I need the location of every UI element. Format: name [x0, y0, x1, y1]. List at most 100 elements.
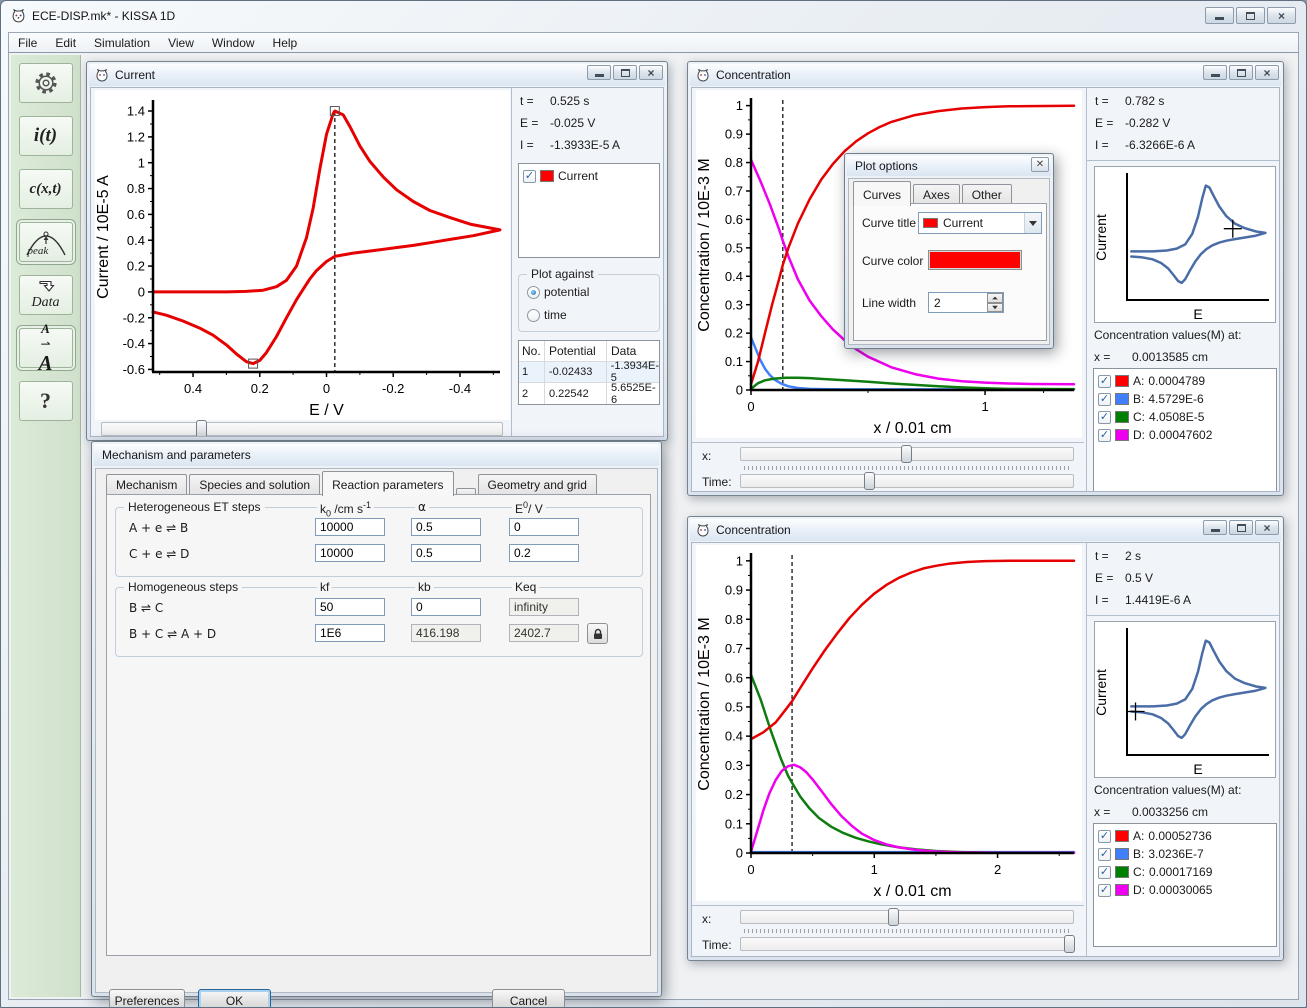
close-button[interactable]: × [1255, 65, 1279, 80]
tab-species-and-solution[interactable]: Species and solution [189, 474, 321, 496]
x-position-slider[interactable] [740, 445, 1074, 463]
table-row[interactable]: 1 -0.02433 -1.3934E-5 [519, 360, 659, 384]
alpha-input-1[interactable] [411, 518, 481, 536]
cv-plot[interactable]: 0.4 0.2 0 -0.2 -0.4 -0.6 -0.4 -0.2 0 0.2 0.4 0.6 0.8… [95, 90, 510, 420]
minimize-button[interactable] [1203, 520, 1227, 535]
menu-simulation[interactable]: Simulation [94, 35, 151, 50]
menu-window[interactable]: Window [211, 35, 255, 50]
species-values-listbox[interactable]: A: 0.0004789 B: 4.5729E-6 C: 4.0508E-5 [1093, 368, 1277, 491]
e0-input-2[interactable] [509, 544, 579, 562]
close-button[interactable]: ✕ [1031, 157, 1049, 172]
species-c-checkbox[interactable] [1098, 410, 1111, 424]
line-width-spinner[interactable]: 2 [928, 292, 1004, 313]
species-item-d[interactable]: D: 0.00047602 [1098, 426, 1272, 444]
tab-axes[interactable]: Axes [913, 184, 960, 206]
help-button[interactable]: ? [18, 381, 73, 421]
main-titlebar[interactable]: ECE-DISP.mk* - KISSA 1D × [1, 1, 1306, 31]
kf-input-2[interactable] [315, 624, 385, 642]
tab-mechanism[interactable]: Mechanism [106, 474, 188, 496]
mechanism-dialog-titlebar[interactable]: Mechanism and parameters [94, 444, 659, 466]
menu-help[interactable]: Help [272, 35, 298, 50]
menu-file[interactable]: File [18, 35, 38, 50]
time-radio[interactable] [527, 308, 540, 322]
tab-potentials[interactable] [455, 488, 476, 496]
slider-thumb[interactable] [1063, 935, 1075, 953]
minimize-button[interactable] [1203, 65, 1227, 80]
species-item-c[interactable]: C: 4.0508E-5 [1098, 408, 1272, 426]
peak-tool-button[interactable]: peak [18, 222, 73, 262]
concentration-profile-button[interactable]: c(x,t) [18, 169, 73, 209]
curve-color-button[interactable] [928, 250, 1022, 270]
species-c-checkbox[interactable] [1098, 865, 1111, 879]
alpha-input-2[interactable] [411, 544, 481, 562]
slider-thumb[interactable] [196, 420, 207, 436]
convert-a-to-a-button[interactable]: A ⇀ A [18, 321, 73, 375]
species-item-d[interactable]: D: 0.00030065 [1098, 881, 1272, 899]
kb-input-1[interactable] [411, 598, 481, 616]
concentration-bottom-titlebar[interactable]: Concentration × [690, 519, 1281, 541]
restore-button[interactable] [1229, 520, 1253, 535]
maximize-button[interactable] [1236, 7, 1265, 24]
tab-other[interactable]: Other [961, 184, 1012, 206]
dropdown-arrow-button[interactable] [1024, 213, 1041, 233]
species-item-b[interactable]: B: 4.5729E-6 [1098, 390, 1272, 408]
preferences-button[interactable]: Preferences [109, 989, 185, 1007]
close-button[interactable]: × [1267, 7, 1296, 24]
menu-edit[interactable]: Edit [55, 35, 77, 50]
e0-input-1[interactable] [509, 518, 579, 536]
current-window-titlebar[interactable]: Current × [89, 64, 665, 86]
settings-button[interactable] [18, 63, 73, 103]
concentration-profile-plot[interactable]: 0 1 2 0 0.1 0.2 0.3 0.4 0.5 0.6 0.7 0.8 0.9 1 x / 0.01… [696, 545, 1082, 901]
time-slider[interactable] [740, 935, 1075, 953]
time-slider[interactable] [740, 472, 1074, 490]
current-visibility-checkbox[interactable] [523, 169, 536, 183]
ok-button[interactable]: OK [198, 989, 271, 1007]
spin-up-button[interactable] [987, 293, 1003, 303]
close-button[interactable]: × [639, 65, 663, 80]
plot-against-time[interactable]: time [527, 306, 567, 324]
species-values-listbox[interactable]: A: 0.00052736 B: 3.0236E-7 C: 0.00017169 [1093, 823, 1277, 947]
data-export-button[interactable]: Data [18, 275, 73, 315]
k0-input-2[interactable] [315, 544, 385, 562]
curve-legend-listbox[interactable]: Current [518, 163, 660, 258]
plot-against-potential[interactable]: potential [527, 283, 589, 301]
curve-title-dropdown[interactable]: Current [918, 212, 1042, 234]
species-item-a[interactable]: A: 0.00052736 [1098, 827, 1272, 845]
species-item-c[interactable]: C: 0.00017169 [1098, 863, 1272, 881]
slider-thumb[interactable] [901, 445, 912, 463]
species-a-checkbox[interactable] [1098, 374, 1111, 388]
k0-input-1[interactable] [315, 518, 385, 536]
legend-item-current[interactable]: Current [523, 167, 655, 185]
species-d-checkbox[interactable] [1098, 428, 1111, 442]
keq-lock-button[interactable] [587, 623, 608, 644]
minimize-button[interactable] [587, 65, 611, 80]
cv-thumbnail[interactable]: E Current [1094, 621, 1276, 778]
plot-options-titlebar[interactable]: Plot options ✕ [847, 156, 1051, 176]
minimize-button[interactable] [1205, 7, 1234, 24]
tab-geometry-and-grid[interactable]: Geometry and grid [477, 474, 597, 496]
tab-curves[interactable]: Curves [853, 181, 912, 206]
slider-thumb[interactable] [887, 908, 899, 926]
current-vs-time-button[interactable]: i(t) [18, 116, 73, 156]
cancel-button[interactable]: Cancel [492, 989, 565, 1007]
concentration-top-titlebar[interactable]: Concentration × [690, 64, 1281, 86]
species-item-b[interactable]: B: 3.0236E-7 [1098, 845, 1272, 863]
species-a-checkbox[interactable] [1098, 829, 1111, 843]
cv-time-slider[interactable] [101, 420, 503, 436]
kf-input-1[interactable] [315, 598, 385, 616]
potential-radio[interactable] [527, 285, 540, 299]
restore-button[interactable] [613, 65, 637, 80]
tab-reaction-parameters[interactable]: Reaction parameters [322, 471, 454, 496]
x-position-slider[interactable] [740, 908, 1074, 926]
spin-down-button[interactable] [987, 302, 1003, 312]
menu-view[interactable]: View [168, 35, 194, 50]
table-row[interactable]: 2 0.22542 5.6525E-6 [519, 382, 659, 406]
species-b-checkbox[interactable] [1098, 847, 1111, 861]
species-d-checkbox[interactable] [1098, 883, 1111, 897]
species-b-checkbox[interactable] [1098, 392, 1111, 406]
restore-button[interactable] [1229, 65, 1253, 80]
species-item-a[interactable]: A: 0.0004789 [1098, 372, 1272, 390]
slider-thumb[interactable] [864, 472, 876, 490]
cv-thumbnail[interactable]: E Current [1094, 166, 1276, 323]
close-button[interactable]: × [1255, 520, 1279, 535]
